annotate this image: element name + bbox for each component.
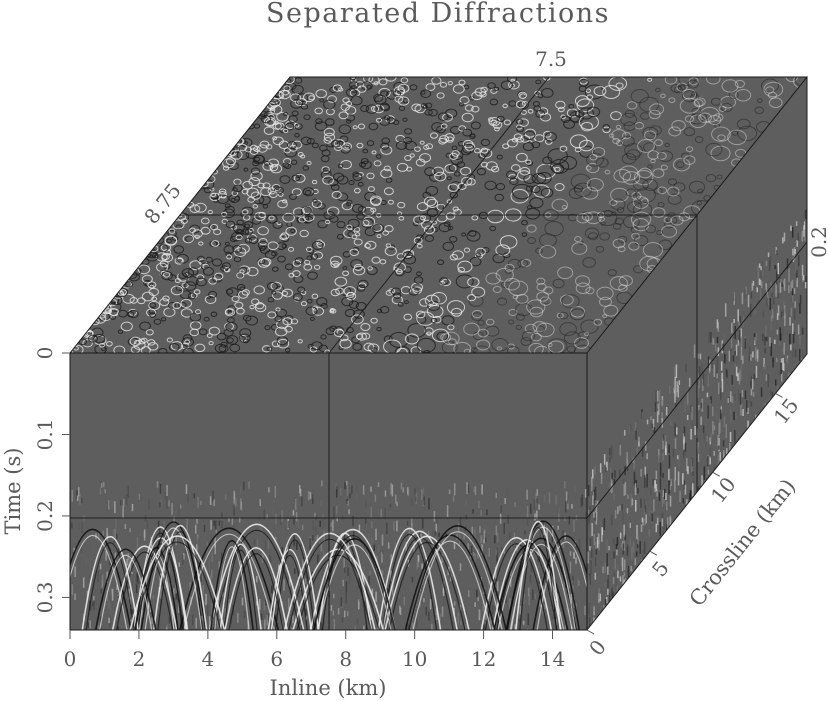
inline-tick-label: 2 bbox=[133, 647, 146, 671]
crossline-tick bbox=[712, 471, 720, 477]
top-face-border bbox=[69, 76, 809, 354]
crossline-tick bbox=[775, 392, 783, 398]
crossline-tick-label: 15 bbox=[769, 394, 804, 429]
front-face-inline-section bbox=[70, 353, 587, 630]
time-tick-label: 0.3 bbox=[33, 582, 57, 614]
right-face-border bbox=[586, 77, 808, 631]
inline-tick-label: 12 bbox=[471, 647, 496, 671]
time-slice-label: 0.2 bbox=[807, 226, 829, 258]
crossline-tick bbox=[649, 550, 658, 556]
time-tick-label: 0.1 bbox=[33, 419, 57, 451]
crossline-axis-label: Crossline (km) bbox=[685, 474, 801, 610]
inline-tick-label: 4 bbox=[201, 647, 214, 671]
top-face-time-slice bbox=[70, 76, 807, 354]
inline-axis: 0 2 4 6 8 10 12 14 bbox=[64, 630, 565, 671]
crossline-tick-label: 0 bbox=[584, 635, 611, 660]
inline-tick-label: 0 bbox=[64, 647, 77, 671]
inline-tick-label: 14 bbox=[540, 647, 565, 671]
time-slice-line-right bbox=[586, 241, 808, 519]
time-tick-label: 0.2 bbox=[33, 500, 57, 532]
time-tick-label: 0 bbox=[33, 347, 57, 360]
chart-title: Separated Diffractions bbox=[266, 0, 610, 29]
inline-axis-label: Inline (km) bbox=[270, 676, 387, 700]
inline-tick-label: 8 bbox=[339, 647, 352, 671]
time-axis-label: Time (s) bbox=[1, 448, 25, 535]
inline-tick-label: 6 bbox=[270, 647, 283, 671]
crossline-tick-label: 10 bbox=[706, 472, 741, 507]
crossline-tick-label: 5 bbox=[647, 556, 674, 581]
inline-slice-label: 7.5 bbox=[535, 47, 567, 71]
inline-tick-label: 10 bbox=[402, 647, 427, 671]
crossline-tick bbox=[586, 629, 595, 635]
time-axis: 0 0.1 0.2 0.3 bbox=[33, 347, 71, 638]
